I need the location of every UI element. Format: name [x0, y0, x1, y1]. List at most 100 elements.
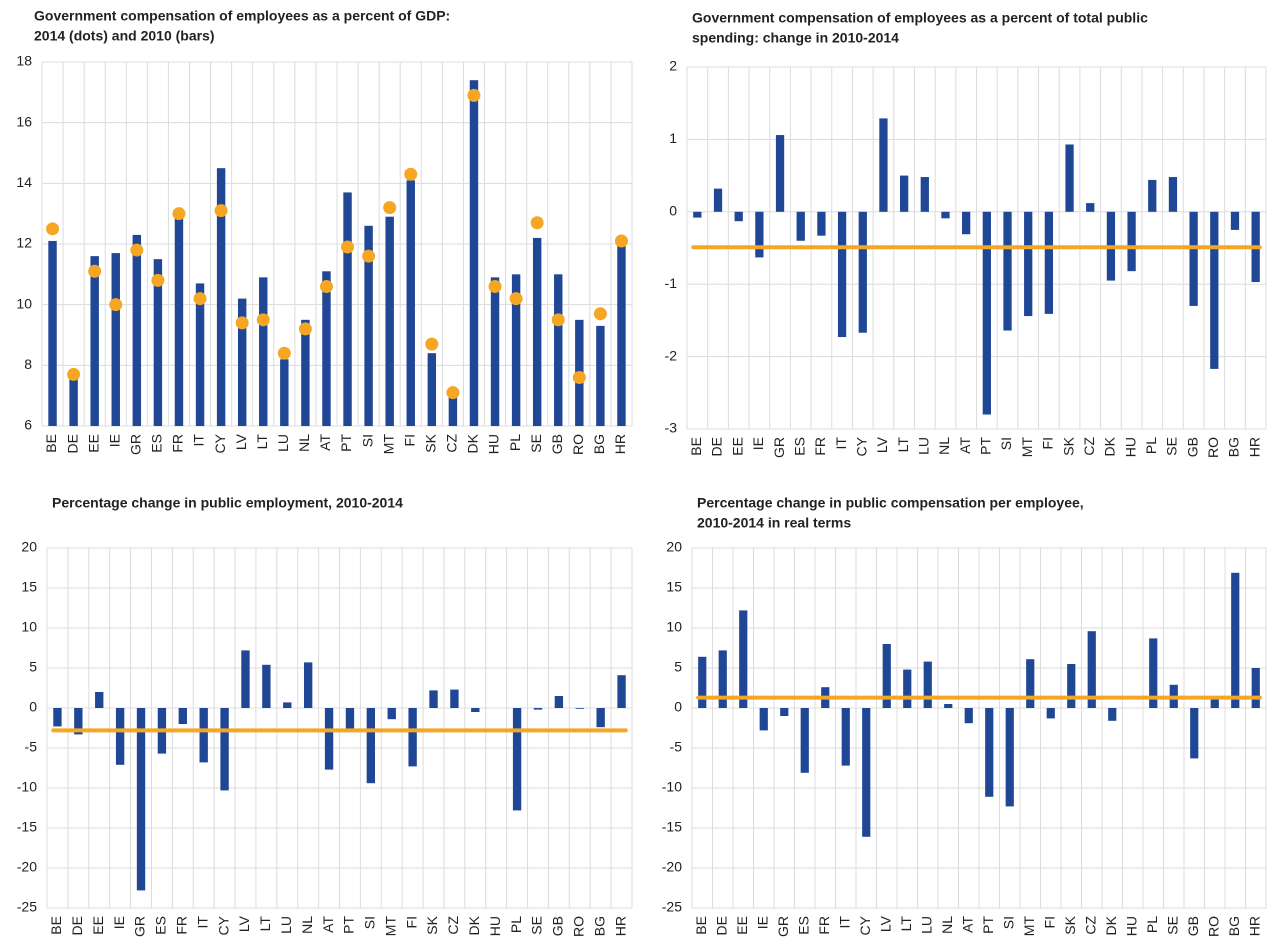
- x-tick-label: NL: [939, 916, 955, 934]
- y-tick-label: 8: [24, 356, 32, 372]
- x-tick-label: LV: [233, 433, 249, 450]
- bar: [1210, 699, 1219, 708]
- bar: [406, 180, 415, 426]
- y-tick-label: 0: [669, 203, 677, 219]
- x-tick-label: GR: [128, 434, 144, 455]
- x-tick-label: SI: [1000, 916, 1016, 929]
- x-tick-label: LT: [254, 434, 270, 450]
- y-tick-label: -15: [17, 819, 37, 835]
- x-tick-label: DE: [69, 916, 85, 935]
- x-tick-label: LV: [877, 915, 893, 932]
- chart-title: 2014 (dots) and 2010 (bars): [34, 28, 215, 44]
- x-tick-label: PT: [978, 437, 994, 455]
- y-tick-label: 0: [29, 699, 37, 715]
- bar: [280, 359, 289, 426]
- x-tick-label: FI: [1040, 437, 1056, 449]
- y-tick-label: 18: [16, 53, 32, 69]
- dot: [572, 370, 586, 384]
- bar: [775, 135, 785, 212]
- x-tick-label: SE: [528, 434, 544, 453]
- x-tick-label: GB: [1185, 916, 1201, 936]
- x-tick-label: MT: [1021, 916, 1037, 937]
- chart-title: Government compensation of employees as …: [692, 10, 1148, 26]
- x-tick-label: NL: [296, 434, 312, 452]
- x-tick-label: BG: [1226, 437, 1242, 457]
- x-tick-label: IT: [833, 437, 849, 450]
- y-tick-label: -5: [670, 739, 683, 755]
- x-tick-label: HU: [487, 916, 503, 936]
- x-tick-label: GR: [132, 916, 148, 937]
- bar: [345, 708, 355, 729]
- y-tick-label: -2: [665, 347, 678, 363]
- bar: [283, 702, 292, 708]
- x-tick-label: DK: [466, 915, 482, 935]
- x-tick-label: SK: [423, 433, 439, 452]
- dot: [614, 234, 628, 248]
- x-tick-label: SK: [424, 915, 440, 934]
- bar: [899, 175, 909, 212]
- x-tick-label: FI: [403, 916, 419, 928]
- bar: [532, 237, 542, 426]
- x-tick-label: BG: [591, 434, 607, 454]
- x-tick-label: HR: [612, 434, 628, 454]
- x-tick-label: SE: [1164, 916, 1180, 935]
- bar: [48, 240, 57, 426]
- x-tick-label: AT: [317, 434, 333, 451]
- y-tick-label: -10: [17, 779, 37, 795]
- bar: [1108, 708, 1117, 721]
- x-tick-label: PT: [341, 916, 357, 934]
- bar: [220, 708, 229, 791]
- x-tick-label: CY: [853, 436, 869, 456]
- x-tick-label: ES: [791, 437, 807, 456]
- x-tick-label: RO: [1205, 916, 1221, 937]
- bar: [387, 708, 396, 720]
- dot: [509, 292, 523, 306]
- x-tick-label: DK: [1102, 436, 1118, 456]
- x-tick-label: SE: [1164, 437, 1180, 456]
- x-tick-label: PT: [338, 434, 354, 452]
- bar: [941, 211, 950, 219]
- bar: [111, 253, 120, 426]
- dot: [530, 216, 544, 230]
- bar: [879, 118, 888, 212]
- bar: [259, 277, 268, 426]
- bar: [1127, 211, 1136, 272]
- bar: [511, 274, 521, 426]
- bar: [303, 662, 313, 708]
- bar: [718, 650, 727, 708]
- dot: [214, 204, 228, 218]
- bar: [90, 256, 99, 426]
- y-tick-label: -3: [665, 420, 678, 436]
- chart-title: Percentage change in public employment, …: [52, 495, 403, 511]
- x-tick-label: CY: [857, 915, 873, 935]
- bar: [1003, 211, 1012, 331]
- bar: [53, 708, 62, 727]
- bar: [739, 610, 748, 708]
- bar: [512, 708, 522, 811]
- y-tick-label: -20: [662, 859, 682, 875]
- x-tick-label: PT: [980, 916, 996, 934]
- bar: [324, 708, 334, 770]
- y-tick-label: -20: [17, 859, 37, 875]
- bar: [490, 277, 500, 426]
- bar: [364, 225, 373, 426]
- x-tick-label: GR: [771, 437, 787, 458]
- x-tick-label: AT: [957, 437, 973, 454]
- dot: [467, 88, 481, 102]
- bar: [195, 283, 205, 426]
- x-tick-label: SE: [529, 916, 545, 935]
- bar: [923, 661, 932, 708]
- x-tick-label: CY: [212, 433, 228, 453]
- y-tick-label: -5: [25, 739, 38, 755]
- x-tick-label: DE: [709, 437, 725, 456]
- x-tick-label: LU: [918, 916, 934, 934]
- bar: [575, 708, 584, 709]
- chart-title: Percentage change in public compensation…: [697, 495, 1084, 511]
- x-tick-label: PL: [507, 434, 523, 451]
- x-tick-label: AT: [959, 916, 975, 933]
- dot: [404, 167, 418, 181]
- dot: [130, 243, 144, 257]
- x-tick-label: FR: [170, 434, 186, 453]
- x-tick-label: BE: [688, 437, 704, 456]
- x-tick-label: CZ: [444, 434, 460, 453]
